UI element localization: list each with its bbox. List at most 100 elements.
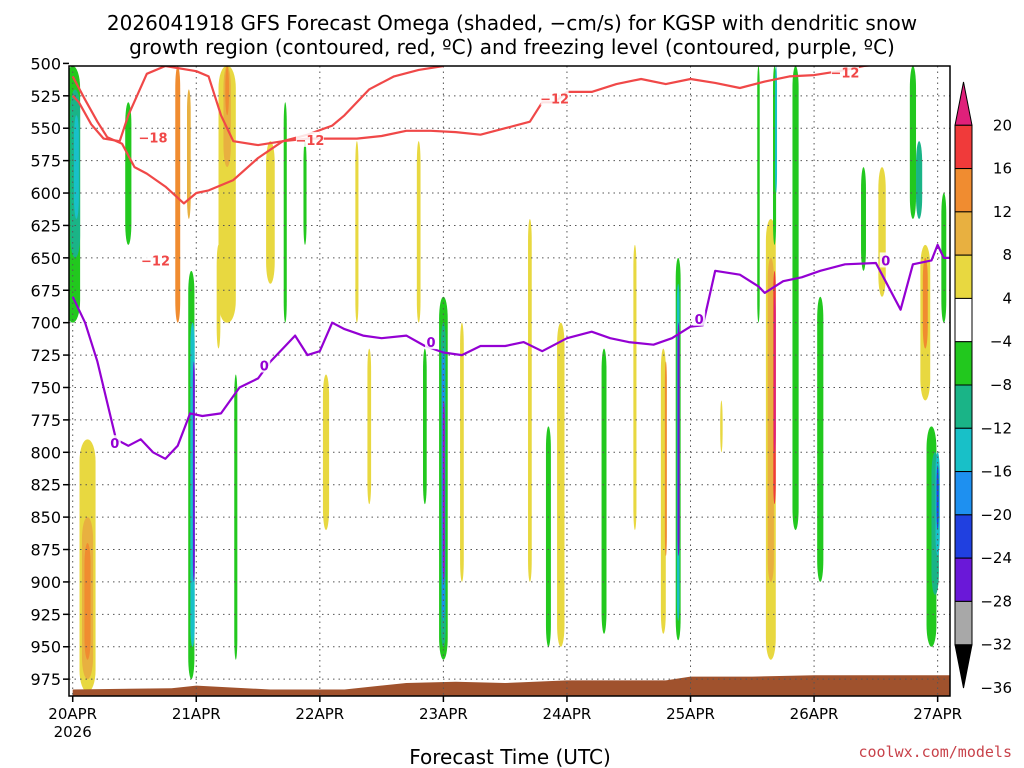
contour-lines [71, 66, 950, 460]
omega-cell [677, 322, 680, 556]
y-tick-label: 725 [30, 346, 61, 365]
omega-cell [175, 66, 181, 323]
omega-cell [767, 257, 774, 582]
colorbar-label: 12 [993, 203, 1012, 221]
omega-cell [916, 141, 923, 219]
contour-label-bg [830, 66, 859, 80]
x-tick-label: 24APR [543, 705, 592, 723]
chart-title-line-2: growth region (contoured, red, ºC) and f… [129, 35, 895, 59]
colorbar-band [954, 297, 973, 343]
chart-title-line-1: 2026041918 GFS Forecast Omega (shaded, −… [107, 11, 917, 35]
omega-cell [861, 167, 866, 271]
omega-cell [528, 218, 532, 582]
colorbar-label: 20 [993, 116, 1012, 134]
y-tick-label: 650 [30, 249, 61, 268]
contour-label: −12 [830, 66, 859, 81]
x-tick-label: 20APR [48, 705, 97, 723]
colorbar-band [954, 341, 973, 386]
colorbar-label: −16 [980, 463, 1012, 481]
contour-label: 0 [695, 313, 704, 328]
y-tick-label: 525 [30, 87, 61, 106]
y-tick-label: 775 [30, 411, 61, 430]
colorbar-label: −4 [990, 333, 1012, 351]
omega-cell [73, 115, 79, 219]
contour-label-bg [425, 334, 438, 350]
colorbar-label: −12 [980, 419, 1012, 437]
omega-cell [423, 348, 427, 505]
colorbar-band [954, 427, 973, 473]
y-axis: 500 525 550 575 600 625 650 675 700 725 750 775 800 8… [30, 54, 69, 689]
y-tick-label: 950 [30, 638, 61, 657]
dgz-contour-minus18 [71, 66, 444, 205]
y-tick-label: 875 [30, 541, 61, 560]
omega-cell [601, 348, 607, 634]
contour-label: 0 [427, 336, 436, 351]
colorbar-arrow-bottom [954, 644, 973, 689]
ground-layer [72, 675, 950, 696]
omega-cell [557, 322, 565, 647]
x-axis-title: Forecast Time (UTC) [409, 745, 611, 768]
contour-label-bg [141, 252, 170, 268]
x-tick-label: 25APR [666, 705, 715, 723]
colorbar-label: 4 [1002, 289, 1012, 307]
contour-labels: −18 −12 −12 −12 −12 0 0 0 0 0 [108, 66, 892, 452]
contour-label-bg [139, 129, 168, 145]
contour-label: 0 [260, 359, 269, 374]
omega-cell [322, 374, 330, 531]
contour-label: −12 [295, 134, 324, 149]
y-tick-label: 575 [30, 152, 61, 171]
x-tick-label: 26APR [790, 705, 839, 723]
ground-terrain [72, 675, 950, 696]
y-tick-label: 675 [30, 281, 61, 300]
colorbar-band [954, 471, 973, 516]
freezing-level-contour [71, 243, 950, 460]
omega-cell [303, 141, 307, 245]
plot-background [69, 66, 950, 696]
omega-cell [216, 244, 221, 349]
colorbar-label: −8 [990, 376, 1012, 394]
colorbar-band [954, 384, 973, 429]
y-tick-label: 750 [30, 378, 61, 397]
credit-text: coolwx.com/models [858, 743, 1012, 761]
contour-label: −12 [141, 254, 170, 269]
omega-cell [460, 322, 464, 582]
colorbar-band [954, 211, 973, 256]
y-tick-label: 625 [30, 216, 61, 235]
omega-cell [775, 66, 778, 194]
x-tick-label: 27APR [913, 705, 962, 723]
contour-label-bg [295, 131, 324, 147]
omega-cell [283, 102, 287, 323]
contour-label: −12 [540, 92, 569, 107]
contour-label-bg [108, 435, 121, 451]
y-tick-label: 825 [30, 476, 61, 495]
colorbar-label: −24 [980, 549, 1012, 567]
dgz-contour-minus12 [71, 66, 875, 147]
y-tick-label: 925 [30, 605, 61, 624]
omega-cell [234, 374, 238, 660]
y-tick-label: 800 [30, 443, 61, 462]
colorbar: 20 16 12 8 4 −4 −8 −12 −16 −20 −24 −28 −32 −36 [954, 81, 1012, 697]
contour-label: 0 [881, 254, 890, 269]
x-tick-label: 22APR [295, 705, 344, 723]
x-tick-label: 23APR [419, 705, 468, 723]
colorbar-label: 16 [993, 160, 1012, 178]
colorbar-band [954, 514, 973, 559]
x-tick-label: 21APR [172, 705, 221, 723]
colorbar-label: −32 [980, 636, 1012, 654]
omega-cell [664, 361, 667, 556]
x-tick-sublabel: 2026 [54, 723, 92, 741]
omega-cell [187, 89, 191, 219]
contour-label: 0 [110, 437, 119, 452]
y-tick-label: 500 [30, 54, 61, 73]
y-tick-label: 900 [30, 573, 61, 592]
y-tick-label: 850 [30, 508, 61, 527]
colorbar-band [954, 600, 973, 646]
contour-label: −18 [139, 131, 168, 146]
gridlines [69, 66, 950, 696]
omega-cell [84, 543, 91, 660]
colorbar-label: −36 [980, 679, 1012, 697]
colorbar-band [954, 254, 973, 299]
colorbar-band [954, 168, 973, 213]
